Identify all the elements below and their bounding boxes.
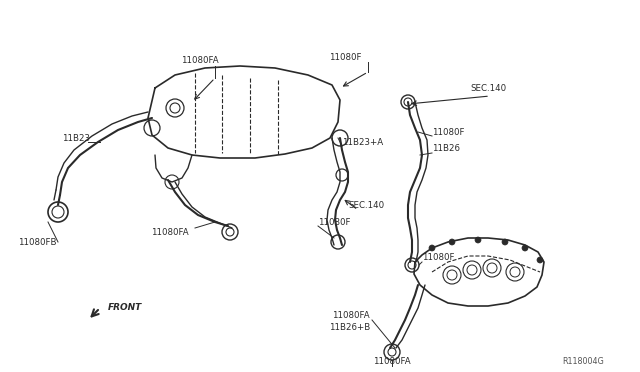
Text: 11080FA: 11080FA	[332, 311, 370, 320]
Text: 11B26+B: 11B26+B	[329, 324, 370, 333]
Text: 11080FB: 11080FB	[18, 237, 56, 247]
Text: 11080F: 11080F	[318, 218, 351, 227]
Circle shape	[429, 245, 435, 251]
Text: SEC.140: SEC.140	[348, 201, 384, 209]
Text: 11B23: 11B23	[62, 134, 90, 142]
Circle shape	[537, 257, 543, 263]
Text: SEC.140: SEC.140	[470, 83, 506, 93]
Text: 11080F: 11080F	[422, 253, 454, 263]
Text: 11080FA: 11080FA	[373, 357, 411, 366]
Circle shape	[449, 239, 455, 245]
Text: 11080FA: 11080FA	[181, 55, 219, 64]
Text: R118004G: R118004G	[562, 357, 604, 366]
Text: 11B23+A: 11B23+A	[342, 138, 383, 147]
Circle shape	[522, 245, 528, 251]
Circle shape	[475, 237, 481, 243]
Text: 11080F: 11080F	[432, 128, 465, 137]
Text: 11080FA: 11080FA	[151, 228, 189, 237]
Text: FRONT: FRONT	[108, 304, 142, 312]
Circle shape	[502, 239, 508, 245]
Text: 11B26: 11B26	[432, 144, 460, 153]
Text: 11080F: 11080F	[329, 52, 361, 61]
